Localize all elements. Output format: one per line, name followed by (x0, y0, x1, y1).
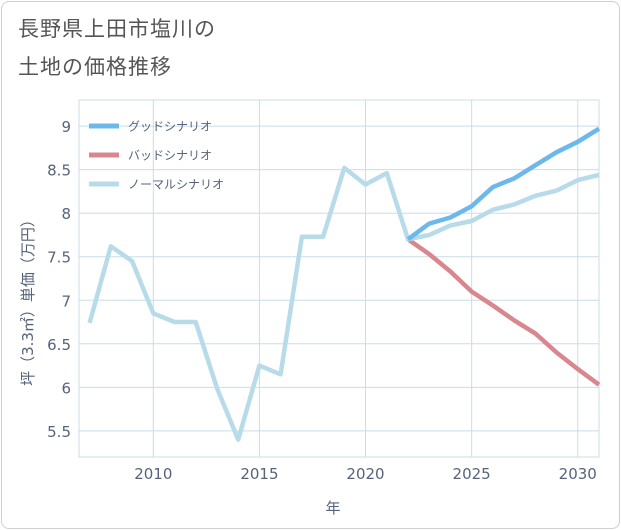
legend-label-normal: ノーマルシナリオ (128, 178, 224, 192)
chart-title-line2: 土地の価格推移 (18, 55, 172, 79)
y-axis-title: 坪（3.3㎡）単価（万円） (19, 212, 37, 386)
chart-title-line1: 長野県上田市塩川の (18, 17, 216, 41)
x-tick-label: 2010 (134, 465, 172, 483)
y-tick-label: 6.5 (47, 336, 71, 354)
x-axis-title: 年 (325, 499, 340, 517)
y-tick-label: 6 (61, 379, 71, 397)
y-tick-label: 8.5 (47, 162, 71, 180)
y-tick-label: 5.5 (47, 423, 71, 441)
x-tick-label: 2025 (453, 465, 491, 483)
y-tick-label: 9 (61, 118, 71, 136)
series-line-good (406, 126, 601, 242)
series-line-bad (406, 237, 601, 387)
y-tick-label: 7.5 (47, 249, 71, 267)
x-tick-label: 2015 (240, 465, 278, 483)
legend-label-bad: バッドシナリオ (128, 149, 212, 163)
plot-area (78, 99, 600, 458)
y-tick-label: 8 (61, 205, 71, 223)
legend-label-good: グッドシナリオ (128, 120, 212, 134)
y-tick-label: 7 (61, 292, 71, 310)
x-tick-label: 2030 (559, 465, 597, 483)
x-tick-label: 2020 (346, 465, 384, 483)
series-line-normal (87, 165, 600, 442)
